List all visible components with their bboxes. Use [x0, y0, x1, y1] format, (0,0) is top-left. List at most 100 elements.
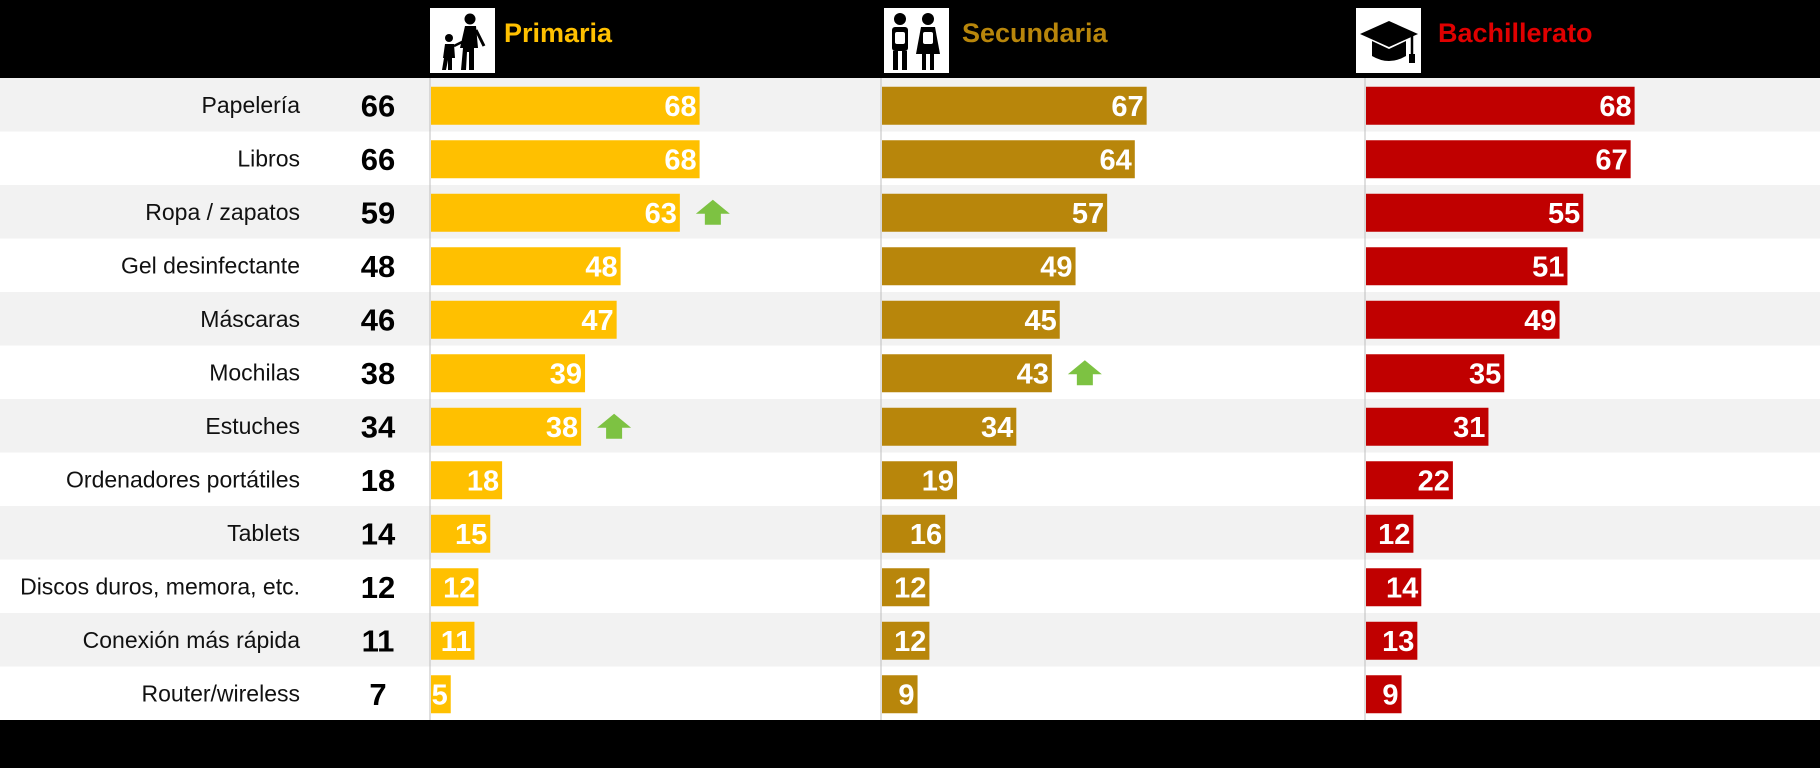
bar-secundaria [882, 140, 1135, 179]
bar-value-label: 51 [1532, 251, 1564, 283]
category-label-ordenadores-portatiles: Ordenadores portátiles [66, 466, 300, 492]
bar-primaria [431, 193, 680, 232]
bar-value-label: 47 [581, 305, 613, 337]
bar-value-label: 19 [922, 465, 954, 497]
series-header-secundaria: Secundaria [962, 18, 1109, 48]
total-value: 12 [361, 570, 395, 605]
total-value: 11 [362, 623, 395, 658]
total-value: 14 [361, 516, 396, 551]
category-label-conexion-mas-rapida: Conexión más rápida [83, 627, 301, 653]
bar-secundaria [882, 621, 930, 660]
bar-value-label: 18 [467, 465, 499, 497]
bar-bachillerato [1366, 407, 1489, 446]
category-label-libros: Libros [237, 145, 300, 171]
bar-value-label: 68 [1599, 91, 1631, 123]
bar-value-label: 57 [1072, 198, 1104, 230]
bar-secundaria [882, 461, 958, 500]
bar-primaria [431, 407, 582, 446]
category-label-router-wireless: Router/wireless [142, 680, 301, 706]
bar-secundaria [882, 300, 1060, 339]
bar-bachillerato [1366, 568, 1422, 607]
bar-value-label: 63 [645, 198, 677, 230]
category-label-estuches: Estuches [205, 413, 300, 439]
bar-value-label: 34 [981, 412, 1013, 444]
bar-secundaria [882, 514, 946, 553]
bar-value-label: 16 [910, 519, 942, 551]
bar-value-label: 9 [898, 679, 914, 711]
category-label-discos-duros-memora-etc: Discos duros, memora, etc. [20, 573, 300, 599]
bar-value-label: 15 [455, 519, 487, 551]
bar-secundaria [882, 354, 1052, 393]
total-value: 7 [369, 677, 386, 712]
bar-value-label: 12 [1378, 519, 1410, 551]
total-value: 34 [361, 409, 396, 444]
bar-primaria [431, 568, 479, 607]
category-labels: Papelería Libros Ropa / zapatos Gel desinfe… [20, 92, 300, 707]
bar-bachillerato [1366, 300, 1560, 339]
bars: 6868634847393818151211567645749454334191… [431, 86, 1635, 714]
bar-value-label: 22 [1418, 465, 1450, 497]
bar-primaria [431, 675, 451, 714]
walking-children-icon [430, 8, 495, 73]
total-values: 66 66 59 48 46 38 34 18 14 12 11 7 [361, 88, 396, 712]
bar-value-label: 49 [1040, 251, 1072, 283]
bar-bachillerato [1366, 247, 1568, 286]
bar-primaria [431, 140, 700, 179]
bar-bachillerato [1366, 86, 1635, 125]
bar-value-label: 35 [1469, 358, 1501, 390]
bar-bachillerato [1366, 514, 1414, 553]
trend-arrows [597, 199, 1102, 439]
bar-value-label: 49 [1524, 305, 1556, 337]
bar-value-label: 12 [894, 572, 926, 604]
category-label-mochilas: Mochilas [209, 359, 300, 385]
total-value: 59 [361, 195, 395, 230]
bar-primaria [431, 621, 475, 660]
bar-value-label: 67 [1111, 91, 1143, 123]
bar-value-label: 31 [1453, 412, 1485, 444]
bar-secundaria [882, 675, 918, 714]
bar-value-label: 68 [664, 91, 696, 123]
bar-primaria [431, 354, 586, 393]
bar-primaria [431, 247, 621, 286]
up-arrow-icon [695, 199, 730, 225]
up-arrow-icon [1067, 360, 1102, 386]
bar-primaria [431, 300, 617, 339]
bar-bachillerato [1366, 140, 1631, 179]
bar-primaria [431, 461, 503, 500]
bar-secundaria [882, 86, 1147, 125]
total-value: 66 [361, 142, 395, 177]
bar-primaria [431, 86, 700, 125]
students-backpacks-icon [884, 8, 949, 73]
graduation-cap-icon [1356, 8, 1421, 73]
category-label-tablets: Tablets [227, 520, 300, 546]
bar-secundaria [882, 407, 1017, 446]
series-header-bachillerato: Bachillerato [1438, 18, 1593, 48]
bar-value-label: 13 [1382, 626, 1414, 658]
category-label-papeleria: Papelería [202, 92, 301, 118]
bar-bachillerato [1366, 354, 1505, 393]
total-value: 46 [361, 302, 395, 337]
total-value: 48 [361, 249, 395, 284]
bar-value-label: 68 [664, 144, 696, 176]
bar-value-label: 39 [550, 358, 582, 390]
bar-primaria [431, 514, 491, 553]
bar-value-label: 55 [1548, 198, 1580, 230]
total-value: 38 [361, 356, 395, 391]
column-headers: Primaria Secundaria Bachillerato [430, 8, 1593, 73]
bar-secundaria [882, 568, 930, 607]
column-dividers [429, 78, 1366, 720]
bar-value-label: 48 [585, 251, 617, 283]
bar-value-label: 67 [1595, 144, 1627, 176]
bar-value-label: 11 [441, 626, 472, 658]
total-value: 18 [361, 463, 395, 498]
bar-value-label: 45 [1024, 305, 1056, 337]
bar-bachillerato [1366, 675, 1402, 714]
bar-value-label: 12 [894, 626, 926, 658]
category-label-gel-desinfectante: Gel desinfectante [121, 252, 300, 278]
category-label-mascaras: Máscaras [200, 306, 300, 332]
bar-value-label: 64 [1100, 144, 1132, 176]
bar-secundaria [882, 247, 1076, 286]
bar-bachillerato [1366, 461, 1453, 500]
bar-value-label: 5 [432, 679, 448, 711]
